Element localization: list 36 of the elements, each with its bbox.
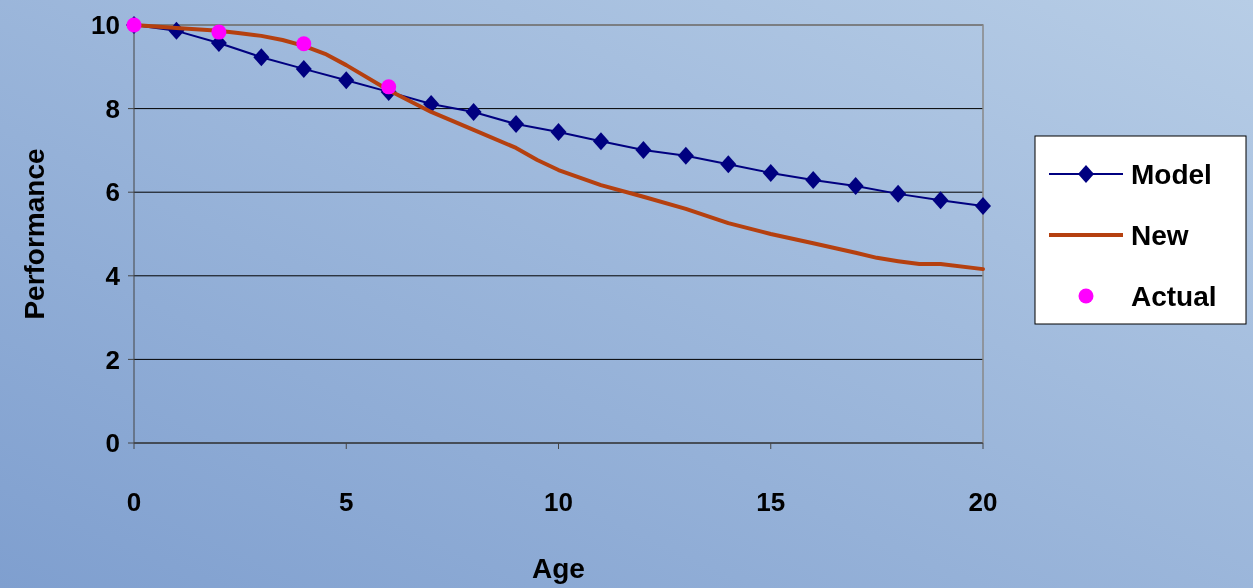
legend-label: New — [1131, 219, 1189, 251]
point — [890, 184, 907, 203]
x-axis-title: Age — [532, 553, 585, 584]
point — [847, 176, 864, 195]
point — [423, 95, 440, 113]
y-tick-label: 0 — [105, 428, 120, 459]
point — [805, 171, 822, 190]
point — [550, 123, 567, 142]
point — [932, 191, 949, 210]
point — [720, 155, 737, 174]
point — [465, 102, 482, 121]
legend-label: Actual — [1131, 280, 1217, 312]
point — [295, 59, 312, 78]
point — [338, 71, 355, 90]
point — [211, 24, 227, 40]
x-tick-label: 5 — [339, 487, 354, 517]
point — [592, 132, 609, 151]
point — [635, 140, 652, 159]
point — [296, 36, 312, 52]
point — [508, 115, 525, 134]
y-tick-label: 8 — [105, 93, 120, 124]
y-tick-label: 10 — [91, 10, 120, 41]
x-tick-label: 15 — [756, 487, 786, 517]
point — [677, 146, 694, 165]
legend-label: Model — [1131, 158, 1212, 190]
y-axis-title: Performance — [19, 148, 50, 320]
point — [975, 196, 991, 215]
point — [762, 163, 779, 182]
y-tick-label: 4 — [105, 260, 121, 291]
x-tick-label: 20 — [968, 487, 998, 517]
x-tick-label: 0 — [126, 487, 142, 517]
point — [381, 79, 397, 95]
x-tick-label: 10 — [544, 487, 573, 517]
y-tick-label: 2 — [105, 344, 120, 375]
point — [253, 48, 270, 67]
y-tick-label: 6 — [105, 177, 120, 208]
